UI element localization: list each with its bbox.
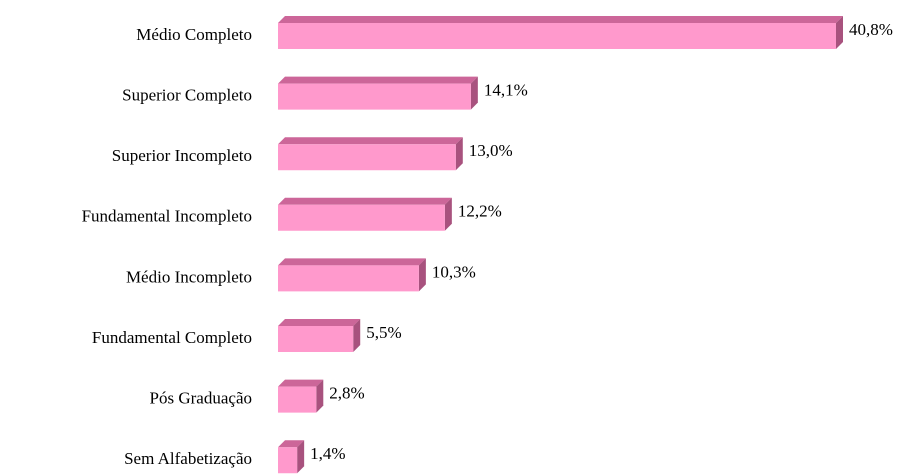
value-label: 40,8% (849, 20, 893, 39)
bar (278, 258, 426, 292)
bar-top (278, 379, 324, 387)
bar-top (278, 137, 463, 145)
value-label: 12,2% (458, 202, 502, 221)
bar-side (297, 440, 305, 474)
bar-front (278, 83, 471, 110)
bar (278, 440, 305, 474)
bar (278, 319, 361, 352)
bar-side (470, 76, 478, 110)
bar (278, 197, 452, 231)
category-label: Médio Incompleto (126, 267, 252, 286)
bar-side (455, 137, 463, 171)
bar-front (278, 144, 456, 171)
bar-side (418, 258, 426, 292)
bar-side (836, 16, 843, 49)
category-label: Pós Graduação (150, 389, 252, 408)
category-label: Superior Completo (122, 86, 252, 105)
value-label: 1,4% (310, 444, 345, 463)
bar-front (278, 265, 419, 292)
value-label: 2,8% (329, 384, 364, 403)
bar (278, 76, 478, 110)
bar-front (278, 326, 354, 352)
bar-front (278, 386, 317, 413)
bar (278, 379, 324, 413)
bar-front (278, 204, 445, 231)
bar (278, 16, 843, 49)
value-label: 10,3% (432, 262, 476, 281)
value-label: 13,0% (469, 141, 513, 160)
bar-front (278, 23, 836, 49)
bar (278, 137, 463, 171)
category-label: Médio Completo (136, 25, 252, 44)
category-label: Superior Incompleto (112, 146, 252, 165)
bar-top (278, 16, 843, 23)
bar-side (444, 197, 452, 231)
bar-top (278, 76, 478, 84)
value-label: 5,5% (366, 323, 401, 342)
category-label: Fundamental Completo (92, 328, 252, 347)
value-label: 14,1% (484, 81, 528, 100)
bar-top (278, 319, 361, 326)
bar-top (278, 258, 426, 266)
bar-top (278, 197, 452, 205)
bar-top (278, 440, 305, 448)
bar-front (278, 447, 298, 474)
category-label: Sem Alfabetização (124, 449, 252, 468)
bar-side (316, 379, 324, 413)
category-label: Fundamental Incompleto (82, 207, 252, 226)
bar-side (353, 319, 361, 352)
